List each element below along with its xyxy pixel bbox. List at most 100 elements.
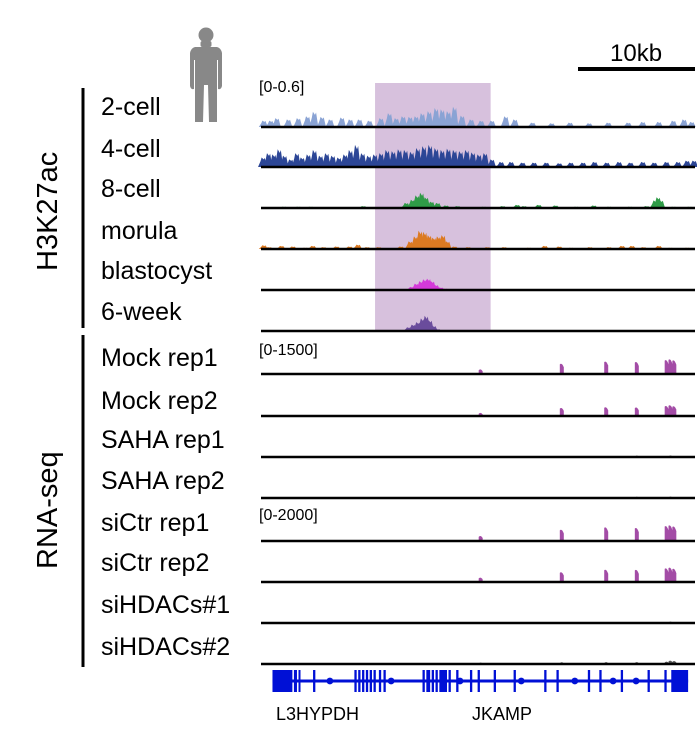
peak-sictr-rep2 (672, 568, 677, 582)
track-blastocyst (261, 278, 695, 292)
peak-mock-rep2 (672, 406, 677, 416)
gene-exon (477, 670, 480, 692)
peak-4-cell (486, 159, 496, 167)
peak-mock-rep2 (634, 407, 639, 416)
track-mock-rep2 (261, 405, 695, 418)
gene-strand-marker (632, 677, 640, 685)
gene-exon (362, 670, 365, 692)
gene-exon (369, 670, 372, 692)
peak-sictr-rep2 (634, 569, 639, 582)
gene-exon (383, 670, 386, 692)
track-label-mock-rep1: Mock rep1 (101, 344, 218, 372)
peak-4-cell (637, 161, 647, 167)
peak-2-cell (271, 118, 281, 127)
peak-4-cell (303, 154, 313, 167)
peak-4-cell (363, 155, 373, 167)
peak-4-cell (315, 155, 325, 167)
track-saha-rep1 (261, 455, 695, 459)
peak-4-cell (473, 154, 483, 167)
peak-4-cell (406, 151, 416, 167)
peak-2-cell (431, 108, 441, 127)
peak-4-cell (375, 153, 385, 167)
track-label-mock-rep2: Mock rep2 (101, 387, 218, 415)
track-morula (258, 230, 695, 251)
peak-sictr-rep1 (672, 526, 677, 541)
peak-4-cell (424, 144, 434, 167)
peak-2-cell (411, 116, 421, 127)
peak-mock-rep1 (559, 363, 564, 374)
track-label-saha-rep2: SAHA rep2 (101, 467, 225, 495)
gene-strand-marker (387, 677, 395, 685)
peak-4-cell (682, 160, 692, 167)
track-saha-rep2 (261, 496, 695, 500)
gene-label-jkamp: JKAMP (472, 704, 533, 724)
gene-strand-marker (609, 677, 617, 685)
peak-2-cell (398, 116, 408, 127)
range-label-mock-saha: [0-1500] (259, 342, 318, 359)
peak-2-cell (375, 118, 385, 127)
peak-sictr-rep1 (559, 529, 564, 541)
gene-exon (513, 670, 516, 692)
peak-mock-rep1 (664, 360, 669, 374)
track-label-sictr-rep2: siCtr rep2 (101, 549, 210, 577)
peak-4-cell (321, 153, 331, 167)
gene-exon (587, 670, 591, 692)
peak-4-cell (613, 161, 623, 167)
track-label-2-cell: 2-cell (101, 93, 161, 121)
peak-2-cell (336, 117, 346, 127)
gene-exon (620, 670, 624, 692)
peak-sictr-rep1 (604, 527, 609, 541)
peak-2-cell (325, 119, 335, 127)
peak-4-cell (672, 161, 682, 167)
gene-exon (435, 670, 438, 692)
track-mock-rep1 (261, 359, 695, 376)
peak-2-cell (258, 120, 268, 127)
track-label-morula: morula (101, 217, 178, 245)
gene-model (272, 670, 689, 692)
gene-exon (313, 670, 316, 692)
peak-sictr-rep1 (668, 525, 673, 541)
peak-4-cell (480, 153, 490, 167)
track-sictr-rep2 (261, 567, 695, 584)
peak-mock-rep2 (668, 405, 673, 416)
peak-sictr-rep1 (664, 526, 669, 541)
peak-2-cell (476, 120, 486, 127)
tracks-layer (258, 106, 697, 666)
gene-exon (493, 670, 496, 692)
gene-exon (431, 670, 434, 692)
peak-mock-rep2 (559, 408, 564, 416)
track-4-cell (258, 144, 697, 169)
gene-exon (354, 670, 357, 692)
peak-2-cell (466, 119, 476, 127)
track-sihdacs-1 (261, 621, 695, 625)
peak-2-cell (668, 120, 678, 127)
peak-4-cell (279, 155, 289, 167)
peak-mock-rep2 (604, 407, 609, 416)
peak-2-cell (509, 119, 519, 127)
range-label-h3k27ac: [0-0.6] (259, 79, 305, 96)
peak-mock-rep2 (664, 406, 669, 416)
gene-exon (293, 670, 297, 692)
gene-exon (664, 670, 667, 692)
peak-4-cell (333, 157, 343, 167)
gene-exon (426, 670, 431, 692)
peak-2-cell (309, 111, 319, 127)
gene-label-l3hypdh: L3HYPDH (276, 704, 360, 724)
peak-2-cell (302, 116, 312, 127)
peak-4-cell (394, 149, 404, 167)
peak-2-cell (637, 121, 647, 127)
peak-2-cell (500, 116, 510, 127)
peak-8-cell (401, 202, 411, 208)
peak-sictr-rep1 (478, 536, 483, 541)
peak-morula (442, 241, 452, 249)
peak-4-cell (412, 148, 422, 167)
peak-4-cell (688, 160, 697, 167)
gene-exon (439, 670, 447, 692)
peak-4-cell (418, 146, 428, 167)
gene-exon (272, 670, 293, 692)
peak-2-cell (316, 116, 326, 127)
peak-2-cell (437, 109, 447, 127)
peak-4-cell (357, 153, 367, 167)
